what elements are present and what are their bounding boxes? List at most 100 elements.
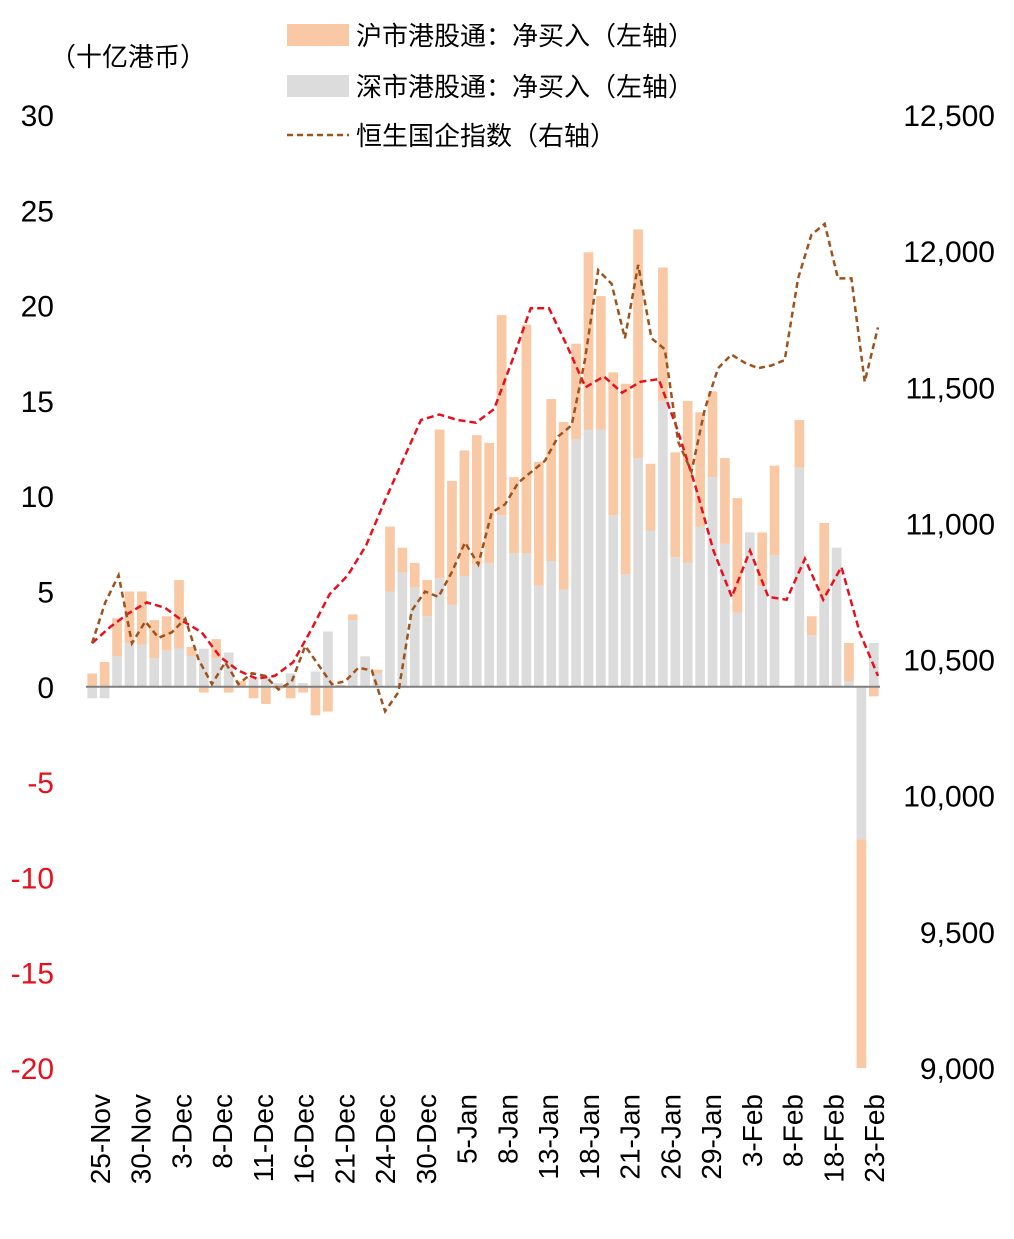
bar-shenzhen [460,576,470,687]
bar-shanghai [87,673,97,686]
bar-shanghai [795,420,805,468]
legend: 沪市港股通：净买入（左轴） 深市港股通：净买入（左轴） 恒生国企指数（右轴） [287,22,694,152]
bar-shanghai [559,422,569,590]
right-tick-label: 11,500 [905,372,995,405]
bar-shenzhen [695,527,705,687]
x-tick-label: 30-Dec [411,1094,442,1184]
bar-shanghai [757,532,767,585]
left-tick-label: 15 [21,386,54,419]
bar-shenzhen [857,687,867,839]
bar-shenzhen [472,565,482,687]
bar-shenzhen [819,595,829,686]
bar-shanghai [596,296,606,429]
bar-shenzhen [398,572,408,686]
bar-shanghai [447,481,457,605]
right-axis-ticks: 12,50012,00011,50011,00010,50010,0009,50… [903,100,995,1086]
bar-shenzhen [621,574,631,686]
bar-shenzhen [708,477,718,687]
bar-shenzhen [311,672,321,687]
unit-label: （十亿港币） [50,43,206,73]
left-tick-label: -5 [27,767,54,800]
bar-shenzhen [162,651,172,687]
bar-shenzhen [658,401,668,687]
bar-shenzhen [608,515,618,687]
legend-label-shenzhen: 深市港股通：净买入（左轴） [356,73,694,103]
x-tick-label: 11-Dec [248,1094,279,1182]
bar-shenzhen [646,531,656,687]
bar-shanghai [311,687,321,716]
x-tick-label: 23-Feb [859,1094,890,1183]
x-tick-label: 8-Feb [778,1094,809,1167]
left-tick-label: -15 [11,958,54,991]
bar-shenzhen [683,563,693,687]
bar-shanghai [683,401,693,563]
bar-shanghai [844,643,854,681]
bar-shenzhen [534,586,544,687]
bar-shanghai [608,372,618,515]
bar-shanghai [869,687,879,697]
bar-shenzhen [522,553,532,686]
bar-shanghai [546,399,556,561]
bar-shenzhen [137,645,147,687]
bar-shenzhen [360,656,370,686]
bar-shanghai [435,429,445,578]
bar-shenzhen [807,635,817,686]
left-tick-label: -20 [11,1053,54,1086]
legend-swatch-shanghai [287,24,349,46]
bar-shanghai [708,391,718,477]
bar-shenzhen [832,548,842,687]
bar-shenzhen [670,557,680,687]
bar-shenzhen [559,590,569,687]
bar-shenzhen [584,429,594,686]
bar-shenzhen [720,544,730,687]
bar-shanghai [534,462,544,586]
right-tick-label: 9,500 [920,917,995,950]
bar-shenzhen [249,677,259,687]
bar-shenzhen [149,658,159,687]
bar-shenzhen [732,612,742,686]
bar-shenzhen [323,632,333,687]
bar-shanghai [323,687,333,712]
bar-shanghai [373,670,383,674]
left-tick-label: 5 [37,577,54,610]
bar-shanghai [732,498,742,612]
bar-shanghai [633,229,643,458]
x-tick-label: 16-Dec [289,1094,320,1184]
x-tick-label: 5-Jan [452,1094,483,1164]
bar-shenzhen [571,439,581,687]
x-tick-label: 24-Dec [370,1094,401,1184]
bar-shenzhen [87,687,97,698]
x-tick-label: 25-Nov [85,1094,116,1184]
x-axis-ticks: 25-Nov 30-Nov 3-Dec 8-Dec 11-Dec 16-Dec 21-Dec… [85,1094,890,1184]
bar-shanghai [522,325,532,554]
bar-shanghai [720,458,730,544]
bar-shenzhen [546,561,556,687]
x-tick-label: 21-Dec [329,1094,360,1184]
left-tick-label: 25 [21,195,54,228]
x-tick-label: 8-Jan [492,1094,523,1164]
right-tick-label: 9,000 [920,1053,995,1086]
x-tick-label: 8-Dec [207,1094,238,1169]
bar-shanghai [261,687,271,704]
x-tick-label: 29-Jan [696,1094,727,1180]
bar-shenzhen [187,656,197,686]
x-tick-label: 18-Feb [818,1094,849,1183]
bar-shanghai [658,267,668,400]
bar-shanghai [819,523,829,595]
bar-shenzhen [447,605,457,687]
bar-shenzhen [112,656,122,686]
bar-shanghai [646,464,656,531]
bar-shanghai [857,839,867,1068]
left-tick-label: 30 [21,100,54,133]
bar-shanghai [460,450,470,576]
bar-shenzhen [435,578,445,687]
bar-shanghai [137,592,147,645]
bar-shanghai [348,614,358,620]
bar-shanghai [807,616,817,635]
bar-shenzhen [633,458,643,687]
shenzhen-bars [87,401,878,839]
bar-shenzhen [422,616,432,687]
right-tick-label: 10,000 [903,781,995,814]
bar-shanghai [410,563,420,588]
